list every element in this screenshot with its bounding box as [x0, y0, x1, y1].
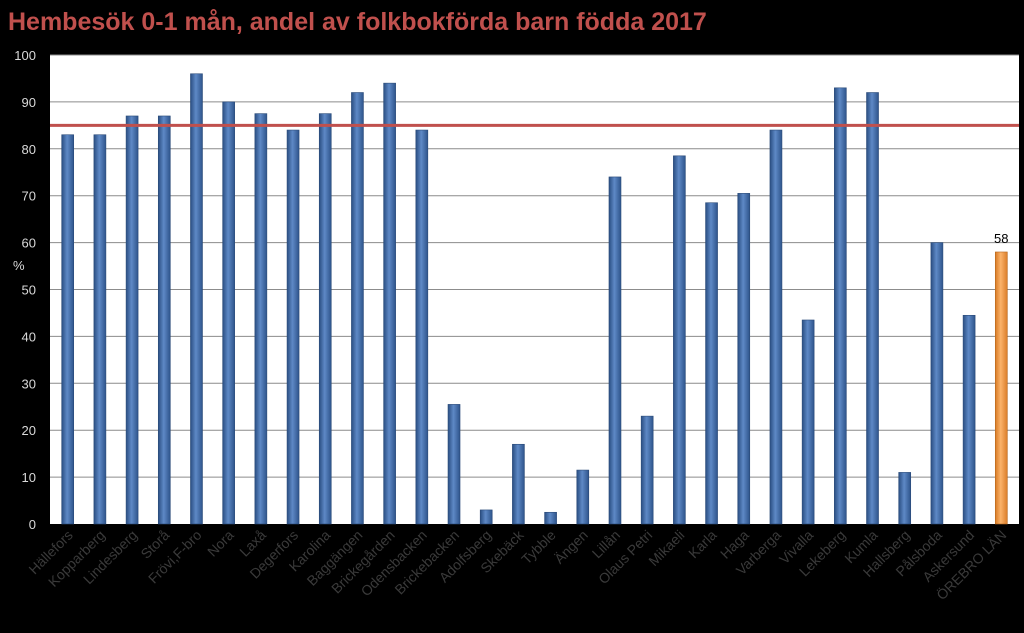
bar-4: [190, 73, 203, 525]
bar-9: [351, 92, 364, 525]
bar-28: [962, 314, 976, 525]
bar-13: [479, 509, 493, 525]
bar-5: [222, 101, 235, 525]
bar-20: [705, 202, 718, 525]
bar-8: [318, 113, 332, 525]
bar-22: [769, 129, 783, 525]
y-tick-label: 20: [22, 423, 36, 438]
chart-title: Hembesök 0-1 mån, andel av folkbokförda …: [8, 8, 707, 36]
y-tick-label: 90: [22, 95, 36, 110]
bar-24: [834, 87, 847, 525]
bar-11: [415, 129, 429, 525]
bar-18: [640, 415, 654, 525]
bar-29: [994, 251, 1008, 525]
y-tick-label: 80: [22, 142, 36, 157]
data-label: 58: [994, 231, 1008, 246]
bar-12: [447, 404, 461, 525]
y-tick-label: 10: [22, 470, 36, 485]
bar-2: [125, 115, 139, 525]
gridlines: [50, 54, 1019, 478]
bar-0: [61, 134, 75, 525]
y-axis-title: %: [13, 258, 25, 273]
bar-25: [866, 92, 879, 525]
bar-17: [608, 176, 622, 525]
bar-16: [576, 469, 590, 525]
y-tick-label: 30: [22, 376, 36, 391]
bar-10: [383, 82, 396, 525]
bar-27: [930, 242, 944, 525]
y-tick-label: 70: [22, 189, 36, 204]
bar-6: [254, 113, 268, 525]
bar-7: [286, 129, 300, 525]
y-tick-label: 100: [14, 48, 36, 63]
bar-23: [801, 319, 815, 525]
bar-19: [673, 155, 686, 525]
data-labels: 58: [994, 231, 1008, 246]
y-axis-ticks: 0 10 20 30 40 50 60 70 80 90 100: [14, 48, 36, 532]
bar-14: [512, 443, 525, 525]
bar-21: [737, 193, 751, 525]
y-tick-label: 50: [22, 283, 36, 298]
bar-26: [898, 472, 912, 525]
y-tick-label: 40: [22, 329, 36, 344]
bar-15: [544, 511, 557, 525]
y-tick-label: 0: [29, 517, 36, 532]
bars: [61, 73, 1008, 525]
bar-3: [157, 115, 171, 525]
y-tick-label: 60: [22, 236, 36, 251]
bar-1: [93, 134, 107, 525]
